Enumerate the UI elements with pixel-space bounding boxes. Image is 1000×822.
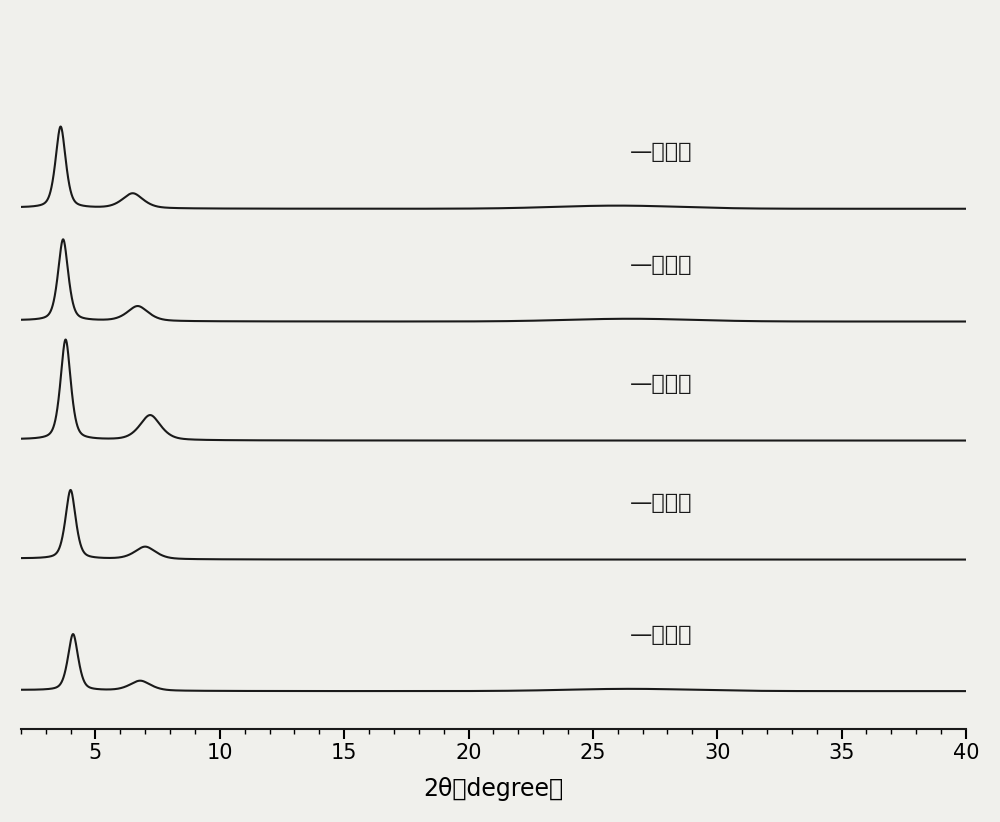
X-axis label: 2θ（degree）: 2θ（degree） <box>423 777 563 801</box>
Text: —丙氧基: —丙氧基 <box>630 374 693 395</box>
Text: —丁氧基: —丁氧基 <box>630 255 693 275</box>
Text: —戊氧基: —戊氧基 <box>630 142 693 163</box>
Text: —乙氧基: —乙氧基 <box>630 493 693 513</box>
Text: —甲氧基: —甲氧基 <box>630 625 693 644</box>
